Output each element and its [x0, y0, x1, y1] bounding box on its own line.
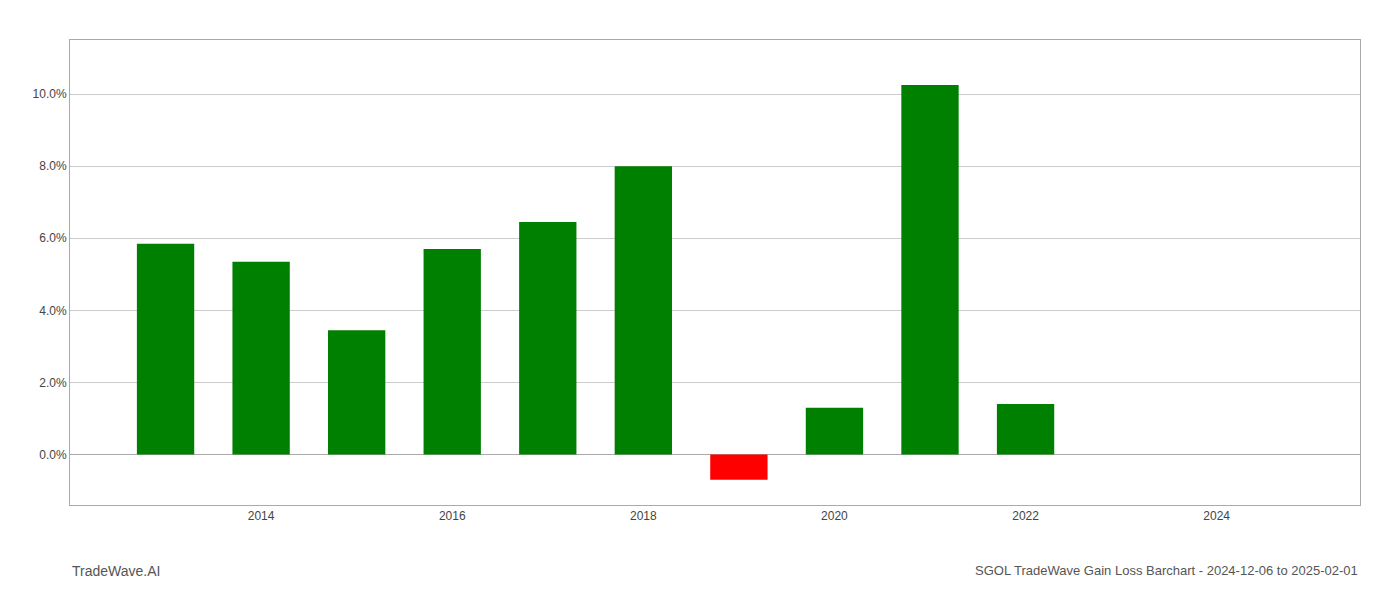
svg-text:2020: 2020: [821, 509, 848, 523]
svg-text:TradeWave.AI: TradeWave.AI: [72, 563, 160, 579]
svg-text:2018: 2018: [630, 509, 657, 523]
svg-text:SGOL TradeWave Gain Loss Barch: SGOL TradeWave Gain Loss Barchart - 2024…: [975, 563, 1358, 578]
svg-text:10.0%: 10.0%: [33, 87, 67, 101]
svg-text:6.0%: 6.0%: [39, 231, 67, 245]
svg-text:2022: 2022: [1012, 509, 1039, 523]
svg-text:0.0%: 0.0%: [39, 448, 67, 462]
svg-text:4.0%: 4.0%: [39, 304, 67, 318]
svg-text:8.0%: 8.0%: [39, 159, 67, 173]
svg-text:2.0%: 2.0%: [39, 376, 67, 390]
svg-text:2014: 2014: [248, 509, 275, 523]
svg-text:2024: 2024: [1203, 509, 1230, 523]
svg-text:2016: 2016: [439, 509, 466, 523]
